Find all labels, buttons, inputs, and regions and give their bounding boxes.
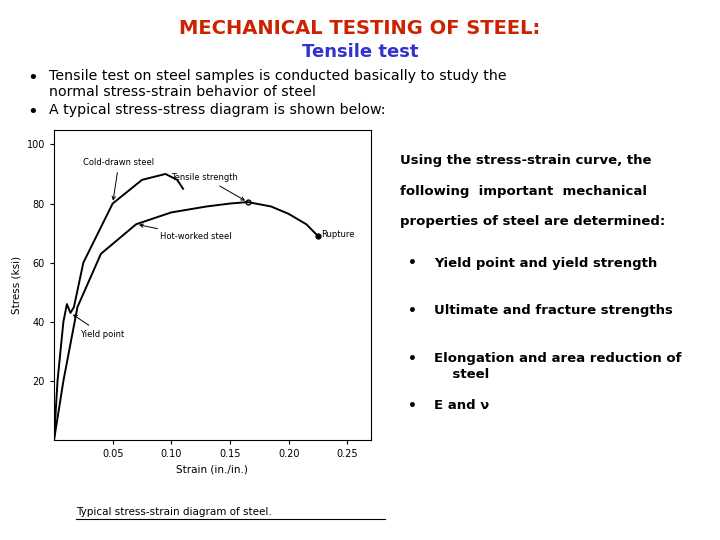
X-axis label: Strain (in./in.): Strain (in./in.) [176,465,248,475]
Text: •: • [408,352,417,366]
Text: •: • [27,69,38,87]
Text: properties of steel are determined:: properties of steel are determined: [400,215,665,228]
Text: MECHANICAL TESTING OF STEEL:: MECHANICAL TESTING OF STEEL: [179,19,541,38]
Text: Yield point and yield strength: Yield point and yield strength [434,256,657,269]
Text: Yield point: Yield point [73,315,124,339]
Text: Rupture: Rupture [322,230,355,239]
Text: Ultimate and fracture strengths: Ultimate and fracture strengths [434,304,673,317]
Text: Tensile strength: Tensile strength [171,173,244,200]
Text: Using the stress-strain curve, the: Using the stress-strain curve, the [400,154,651,167]
Text: Typical stress-strain diagram of steel.: Typical stress-strain diagram of steel. [76,507,271,517]
Text: Cold-drawn steel: Cold-drawn steel [84,158,155,200]
Text: normal stress-strain behavior of steel: normal stress-strain behavior of steel [49,85,316,99]
Text: E and ν: E and ν [434,399,490,412]
Text: •: • [408,256,417,271]
Text: •: • [27,103,38,120]
Text: •: • [408,304,417,318]
Text: A typical stress-stress diagram is shown below:: A typical stress-stress diagram is shown… [49,103,385,117]
Text: following  important  mechanical: following important mechanical [400,185,647,198]
Text: Tensile test on steel samples is conducted basically to study the: Tensile test on steel samples is conduct… [49,69,507,83]
Text: Tensile test: Tensile test [302,43,418,61]
Text: •: • [408,399,417,413]
Text: Elongation and area reduction of
    steel: Elongation and area reduction of steel [434,352,682,381]
Text: Hot-worked steel: Hot-worked steel [140,224,231,241]
Y-axis label: Stress (ksi): Stress (ksi) [11,256,21,314]
